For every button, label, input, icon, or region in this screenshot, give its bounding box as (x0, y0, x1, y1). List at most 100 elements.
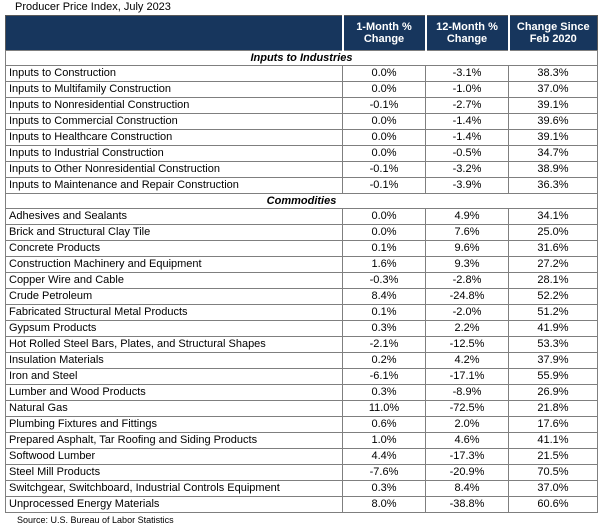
cell-change-since: 55.9% (508, 368, 598, 385)
table-row: Copper Wire and Cable -0.3% -2.8% 28.1% (5, 272, 598, 289)
cell-change-since: 34.7% (508, 145, 598, 162)
source-note: Source: U.S. Bureau of Labor Statistics (17, 515, 174, 525)
cell-1-month: 1.6% (342, 256, 426, 273)
cell-1-month: 0.0% (342, 81, 426, 98)
table-row: Inputs to Nonresidential Construction -0… (5, 97, 598, 114)
table-row: Hot Rolled Steel Bars, Plates, and Struc… (5, 336, 598, 353)
table-row: Inputs to Healthcare Construction 0.0% -… (5, 129, 598, 146)
section-row-inputs-to-industries: Inputs to Industries (5, 50, 598, 66)
row-label: Inputs to Industrial Construction (5, 145, 343, 162)
table-row: Fabricated Structural Metal Products 0.1… (5, 304, 598, 321)
cell-1-month: 0.2% (342, 352, 426, 369)
cell-1-month: 0.1% (342, 240, 426, 257)
section-label: Inputs to Industries (5, 50, 598, 66)
cell-change-since: 41.9% (508, 320, 598, 337)
table-row: Adhesives and Sealants 0.0% 4.9% 34.1% (5, 208, 598, 225)
cell-12-month: -0.5% (425, 145, 509, 162)
cell-12-month: -20.9% (425, 464, 509, 481)
table-row: Steel Mill Products -7.6% -20.9% 70.5% (5, 464, 598, 481)
cell-12-month: 9.3% (425, 256, 509, 273)
row-label: Inputs to Other Nonresidential Construct… (5, 161, 343, 178)
cell-12-month: -2.7% (425, 97, 509, 114)
row-label: Natural Gas (5, 400, 343, 417)
header-1-month: 1-Month % Change (341, 15, 426, 51)
cell-1-month: -0.1% (342, 177, 426, 194)
cell-change-since: 17.6% (508, 416, 598, 433)
table-row: Concrete Products 0.1% 9.6% 31.6% (5, 240, 598, 257)
table-row: Construction Machinery and Equipment 1.6… (5, 256, 598, 273)
cell-1-month: -0.3% (342, 272, 426, 289)
cell-1-month: 0.0% (342, 113, 426, 130)
row-label: Plumbing Fixtures and Fittings (5, 416, 343, 433)
cell-1-month: 0.1% (342, 304, 426, 321)
cell-change-since: 37.0% (508, 480, 598, 497)
section-label: Commodities (5, 193, 598, 209)
row-label: Inputs to Multifamily Construction (5, 81, 343, 98)
cell-12-month: -17.3% (425, 448, 509, 465)
cell-1-month: 11.0% (342, 400, 426, 417)
cell-1-month: 0.0% (342, 208, 426, 225)
cell-12-month: 9.6% (425, 240, 509, 257)
table-row: Softwood Lumber 4.4% -17.3% 21.5% (5, 448, 598, 465)
cell-1-month: 0.3% (342, 480, 426, 497)
cell-12-month: -17.1% (425, 368, 509, 385)
cell-12-month: -1.0% (425, 81, 509, 98)
cell-change-since: 37.0% (508, 81, 598, 98)
cell-change-since: 37.9% (508, 352, 598, 369)
row-label: Fabricated Structural Metal Products (5, 304, 343, 321)
row-label: Iron and Steel (5, 368, 343, 385)
row-label: Adhesives and Sealants (5, 208, 343, 225)
row-label: Inputs to Nonresidential Construction (5, 97, 343, 114)
cell-1-month: 1.0% (342, 432, 426, 449)
header-empty-cell (5, 15, 343, 51)
table-row: Inputs to Maintenance and Repair Constru… (5, 177, 598, 194)
cell-change-since: 39.6% (508, 113, 598, 130)
cell-change-since: 21.8% (508, 400, 598, 417)
table-row: Insulation Materials 0.2% 4.2% 37.9% (5, 352, 598, 369)
table-row: Natural Gas 11.0% -72.5% 21.8% (5, 400, 598, 417)
cell-1-month: 0.0% (342, 129, 426, 146)
cell-1-month: 0.3% (342, 320, 426, 337)
cell-change-since: 25.0% (508, 224, 598, 241)
table-row: Iron and Steel -6.1% -17.1% 55.9% (5, 368, 598, 385)
row-label: Brick and Structural Clay Tile (5, 224, 343, 241)
cell-12-month: 4.2% (425, 352, 509, 369)
row-label: Lumber and Wood Products (5, 384, 343, 401)
page-title: Producer Price Index, July 2023 (15, 1, 171, 13)
cell-change-since: 53.3% (508, 336, 598, 353)
header-12-month: 12-Month % Change (424, 15, 509, 51)
cell-change-since: 31.6% (508, 240, 598, 257)
table-row: Inputs to Construction 0.0% -3.1% 38.3% (5, 65, 598, 82)
row-label: Inputs to Healthcare Construction (5, 129, 343, 146)
cell-1-month: -2.1% (342, 336, 426, 353)
cell-12-month: -24.8% (425, 288, 509, 305)
table-row: Inputs to Commercial Construction 0.0% -… (5, 113, 598, 130)
cell-1-month: -0.1% (342, 97, 426, 114)
cell-change-since: 27.2% (508, 256, 598, 273)
cell-12-month: -2.8% (425, 272, 509, 289)
row-label: Concrete Products (5, 240, 343, 257)
cell-1-month: -6.1% (342, 368, 426, 385)
table-row: Inputs to Industrial Construction 0.0% -… (5, 145, 598, 162)
cell-12-month: 7.6% (425, 224, 509, 241)
cell-change-since: 38.3% (508, 65, 598, 82)
cell-change-since: 39.1% (508, 97, 598, 114)
ppi-table: 1-Month % Change 12-Month % Change Chang… (5, 15, 598, 513)
row-label: Steel Mill Products (5, 464, 343, 481)
table-row: Brick and Structural Clay Tile 0.0% 7.6%… (5, 224, 598, 241)
cell-change-since: 28.1% (508, 272, 598, 289)
cell-1-month: 0.0% (342, 224, 426, 241)
cell-change-since: 60.6% (508, 496, 598, 513)
table-row: Unprocessed Energy Materials 8.0% -38.8%… (5, 496, 598, 513)
table-row: Switchgear, Switchboard, Industrial Cont… (5, 480, 598, 497)
cell-change-since: 36.3% (508, 177, 598, 194)
cell-1-month: -7.6% (342, 464, 426, 481)
row-label: Inputs to Maintenance and Repair Constru… (5, 177, 343, 194)
table-row: Prepared Asphalt, Tar Roofing and Siding… (5, 432, 598, 449)
cell-12-month: -2.0% (425, 304, 509, 321)
cell-change-since: 70.5% (508, 464, 598, 481)
cell-change-since: 51.2% (508, 304, 598, 321)
cell-change-since: 34.1% (508, 208, 598, 225)
row-label: Crude Petroleum (5, 288, 343, 305)
cell-1-month: 0.0% (342, 145, 426, 162)
